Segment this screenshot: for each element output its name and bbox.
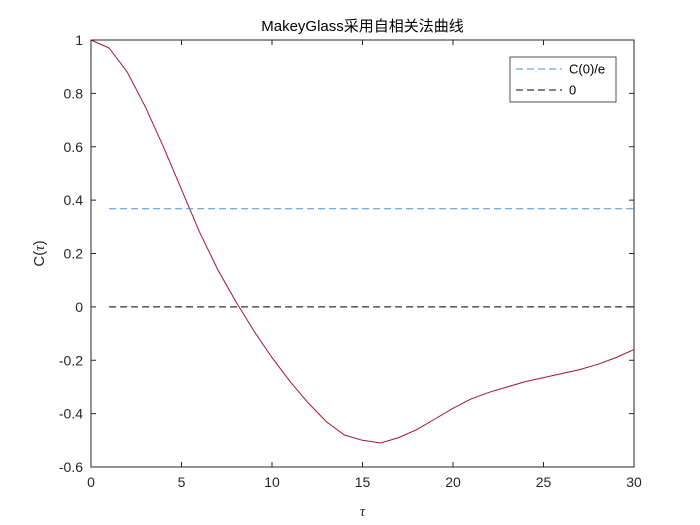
y-tick-label: -0.4 (59, 406, 83, 422)
plot-frame (90, 39, 635, 468)
legend-box (509, 56, 617, 103)
y-axis-title-prefix: C( (31, 251, 48, 267)
x-tick-label: 20 (445, 474, 461, 490)
x-axis-title: τ (360, 504, 366, 520)
x-tick-label: 30 (626, 474, 642, 490)
legend: C(0)/e 0 (509, 56, 617, 103)
y-tick-label: 0 (75, 299, 83, 315)
y-axis-title-symbol: τ (32, 245, 48, 251)
y-tick-label: -0.2 (59, 352, 83, 368)
x-tick-label: 10 (264, 474, 280, 490)
chart-title: MakeyGlass采用自相关法曲线 (261, 18, 464, 35)
x-tick-label: 5 (178, 474, 186, 490)
x-tick-label: 25 (536, 474, 552, 490)
x-tick-label: 15 (355, 474, 371, 490)
y-tick-label: 0.2 (64, 246, 84, 262)
tick-layer: 0 5 10 15 20 25 30 -0.6 -0.4 -0.2 0 0.2 0.4 0.6 0.8 1 (59, 32, 642, 490)
y-axis-title-suffix: ) (31, 240, 48, 245)
y-tick-label: 0.4 (64, 192, 84, 208)
plot-area (91, 40, 634, 467)
y-tick-label: 0.6 (64, 139, 84, 155)
y-tick-label: 0.8 (64, 85, 84, 101)
x-tick-label: 0 (87, 474, 95, 490)
legend-label-zero: 0 (569, 83, 576, 98)
y-tick-label: 1 (75, 32, 83, 48)
legend-label-c0e: C(0)/e (569, 62, 605, 77)
series-layer (90, 39, 635, 444)
y-axis-title: C(τ) (31, 240, 48, 266)
series-line-0 (90, 39, 635, 444)
y-tick-label: -0.6 (59, 459, 83, 475)
